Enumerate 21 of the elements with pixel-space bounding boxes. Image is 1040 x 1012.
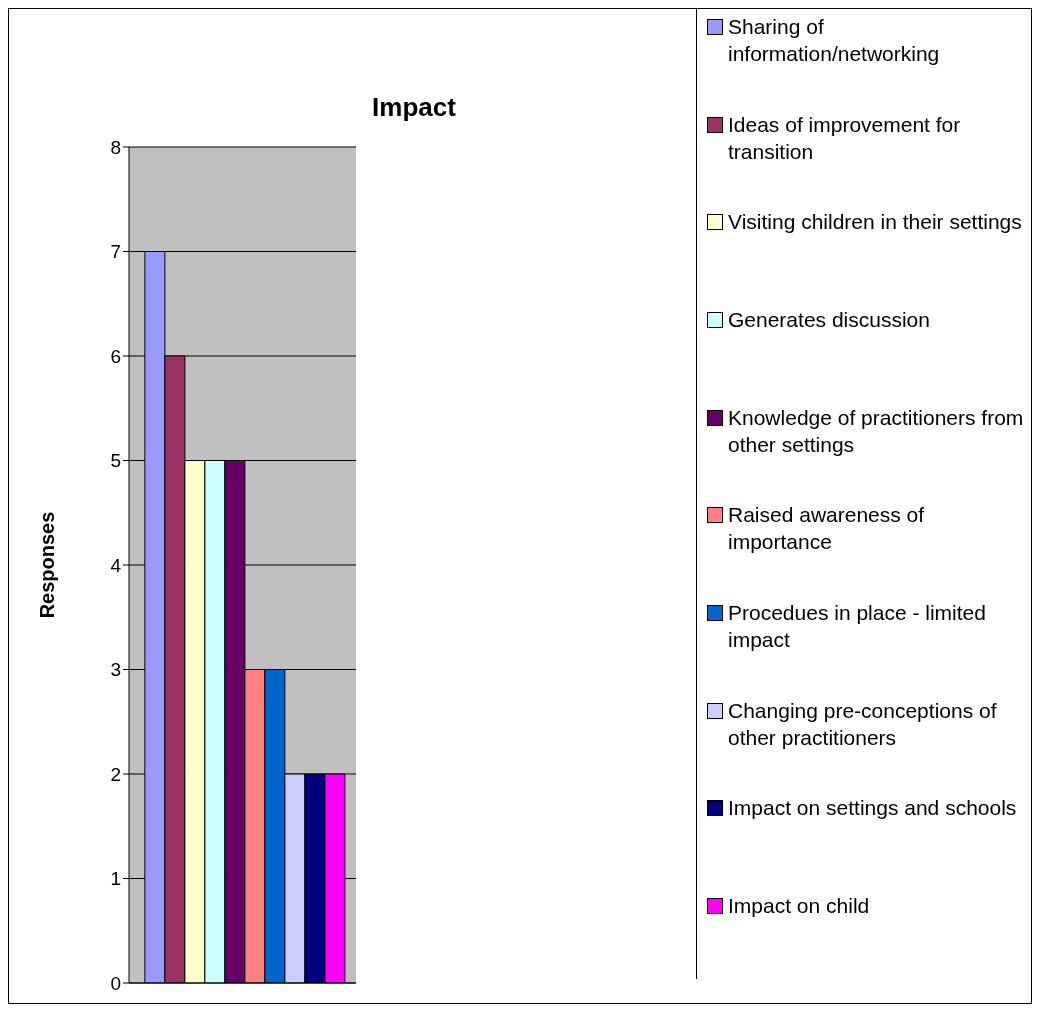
y-tick-label: 0 [110,972,121,994]
legend-label: Generates discussion [728,306,931,333]
y-tick-label: 8 [110,136,121,158]
y-tick-label: 3 [110,659,121,681]
y-tick-label: 5 [110,450,121,472]
legend-label: Ideas of improvement for transition [728,111,962,165]
legend-label: Changing pre-conceptions of other practitioners [728,697,998,751]
text: Impact [371,92,457,123]
y-axis-title: Responses [36,511,59,619]
y-tick-label: 4 [110,554,122,576]
legend-label: Sharing of information/networking [728,14,941,67]
y-tick-label: 1 [110,868,121,890]
y-tick-label: 2 [110,763,121,785]
legend-label: Procedues in place - limited impact [728,599,987,653]
legend-label: Impact on settings and schools [728,795,1018,822]
y-tick-label: 6 [110,345,121,367]
y-tick-label: 7 [110,241,121,263]
legend-label: Visiting children in their settings [728,209,1023,236]
legend-label: Raised awareness of importance [728,502,926,556]
legend-label: Knowledge of practitioners from other settings [728,404,1025,458]
legend-label: Impact on child [728,892,871,919]
